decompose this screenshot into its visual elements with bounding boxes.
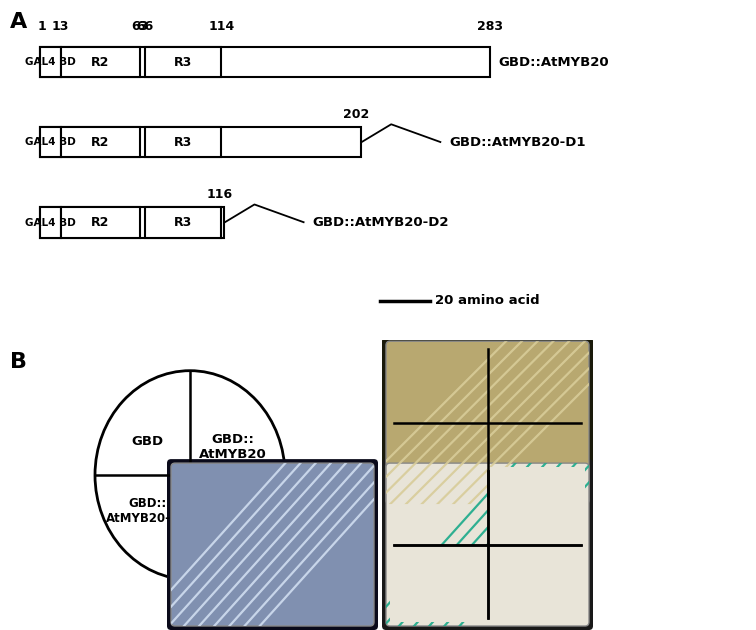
FancyBboxPatch shape — [40, 127, 361, 158]
FancyBboxPatch shape — [386, 463, 589, 626]
FancyBboxPatch shape — [145, 207, 222, 238]
Text: R3: R3 — [174, 216, 192, 229]
Text: 66: 66 — [136, 20, 153, 33]
Text: 202: 202 — [343, 108, 370, 121]
Text: GBD::
AtMYB20-D2: GBD:: AtMYB20-D2 — [106, 497, 189, 525]
FancyBboxPatch shape — [382, 459, 593, 630]
Text: GBD::AtMYB20-D2: GBD::AtMYB20-D2 — [312, 216, 449, 229]
FancyBboxPatch shape — [145, 47, 222, 77]
Text: GAL4 BD: GAL4 BD — [25, 137, 76, 147]
Text: 1: 1 — [37, 20, 46, 33]
FancyBboxPatch shape — [40, 127, 60, 158]
Ellipse shape — [95, 370, 285, 580]
Text: 13: 13 — [52, 20, 70, 33]
Text: 63: 63 — [132, 20, 149, 33]
FancyBboxPatch shape — [60, 47, 140, 77]
Text: R2: R2 — [91, 55, 110, 69]
Text: 20 amino acid: 20 amino acid — [435, 294, 540, 307]
FancyBboxPatch shape — [40, 47, 490, 77]
Text: B: B — [10, 352, 27, 372]
FancyBboxPatch shape — [488, 467, 585, 544]
Text: 114: 114 — [208, 20, 234, 33]
FancyBboxPatch shape — [40, 207, 225, 238]
Text: R3: R3 — [174, 136, 192, 149]
FancyBboxPatch shape — [40, 207, 60, 238]
FancyBboxPatch shape — [40, 47, 60, 77]
Text: GBD::AtMYB20-D1: GBD::AtMYB20-D1 — [449, 136, 586, 149]
FancyBboxPatch shape — [60, 127, 140, 158]
Text: A: A — [10, 12, 27, 32]
FancyBboxPatch shape — [167, 459, 378, 630]
Text: R2: R2 — [91, 136, 110, 149]
Text: YPDA: YPDA — [466, 514, 509, 528]
Text: 283: 283 — [477, 20, 503, 33]
FancyBboxPatch shape — [145, 127, 222, 158]
FancyBboxPatch shape — [60, 207, 140, 238]
Text: 116: 116 — [206, 188, 233, 202]
FancyBboxPatch shape — [390, 544, 585, 622]
Text: R2: R2 — [91, 216, 110, 229]
Text: GBD::AtMYB20: GBD::AtMYB20 — [498, 55, 609, 69]
FancyBboxPatch shape — [382, 337, 593, 508]
FancyBboxPatch shape — [171, 463, 374, 626]
Text: GBD::
AtMYB20: GBD:: AtMYB20 — [199, 433, 267, 461]
FancyBboxPatch shape — [386, 341, 589, 504]
Text: GAL4 BD: GAL4 BD — [25, 57, 76, 67]
Text: GBD: GBD — [132, 435, 163, 449]
Text: R3: R3 — [174, 55, 192, 69]
Text: GAL4 BD: GAL4 BD — [25, 217, 76, 227]
Text: GBD::
AtMYB20-D1: GBD:: AtMYB20-D1 — [191, 497, 274, 525]
